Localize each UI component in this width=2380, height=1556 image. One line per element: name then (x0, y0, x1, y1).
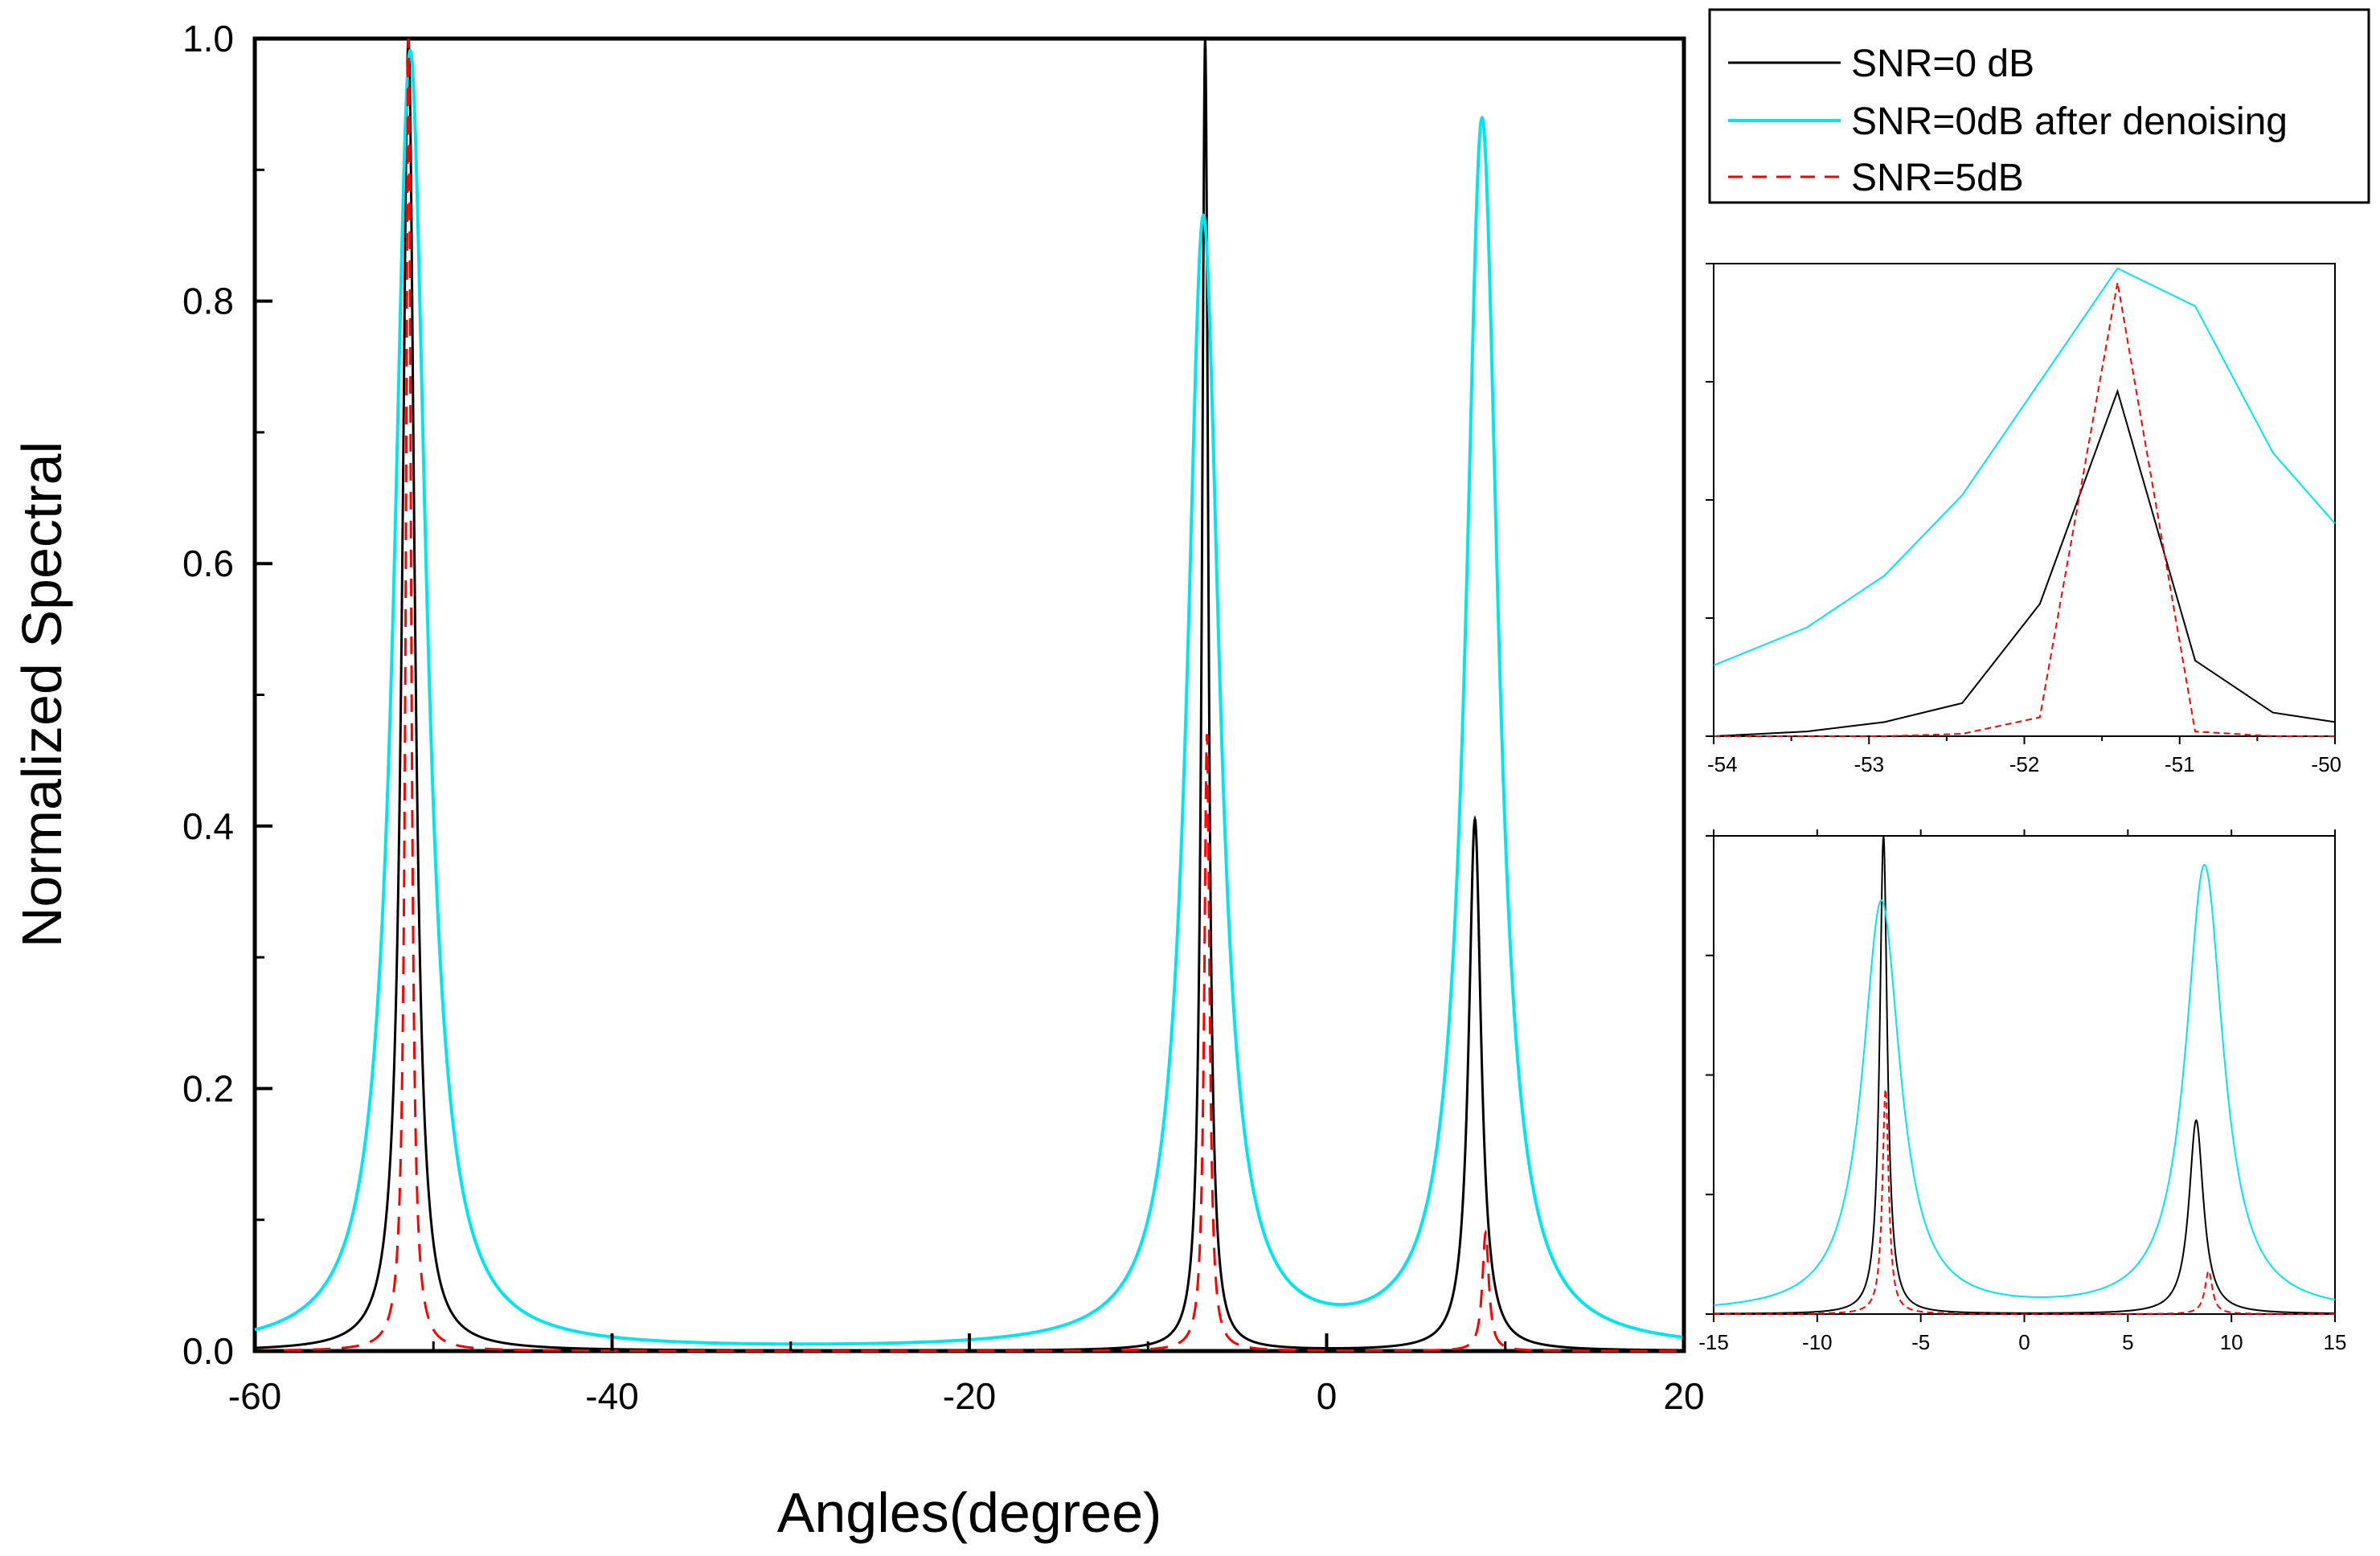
inset-top-ticks (1706, 263, 2336, 744)
inset-top-chart: -54 -53 -52 -51 -50 (1706, 263, 2341, 776)
inset-bottom-x-tick-label: -10 (1802, 1330, 1833, 1354)
inset-bottom-series-snr0 (1714, 835, 2335, 1315)
main-series-snr0 (254, 38, 1684, 1352)
inset-top-x-tick-label: -52 (2009, 752, 2040, 776)
inset-top-series-denoised (1713, 267, 2336, 666)
inset-bottom-series-denoised (1713, 863, 2336, 1306)
main-y-tick-label: 0.0 (182, 1330, 234, 1372)
inset-bottom-x-tick-label: -5 (1911, 1330, 1930, 1354)
legend-box (1708, 8, 2370, 204)
inset-bottom-frame (1713, 835, 2336, 1315)
main-x-tick-label: -60 (228, 1375, 281, 1417)
legend-label-snr5: SNR=5dB (1851, 157, 2024, 199)
main-x-tick-label: -20 (943, 1375, 996, 1417)
main-tick-labels: -60 -40 -20 0 20 0.0 0.2 0.4 0.6 0.8 1.0 (182, 18, 1705, 1417)
inset-top-x-tick-label: -51 (2165, 752, 2195, 776)
main-plot-frame (252, 36, 1686, 1353)
main-series-denoised (254, 47, 1685, 1346)
main-y-tick-label: 0.2 (182, 1067, 234, 1109)
main-y-tick-label: 0.6 (182, 543, 234, 584)
main-y-tick-label: 0.8 (182, 280, 234, 322)
inset-bottom-ticks (1706, 829, 2336, 1322)
inset-bottom-x-tick-label: -15 (1698, 1330, 1729, 1354)
inset-top-x-tick-label: -54 (1707, 752, 1738, 776)
inset-bottom-x-tick-label: 0 (2018, 1330, 2030, 1354)
main-x-tick-label: 0 (1317, 1375, 1337, 1417)
main-y-tick-label: 0.4 (182, 805, 234, 847)
main-x-axis-title: Angles(degree) (777, 1481, 1162, 1544)
legend-label-snr0: SNR=0 dB (1851, 43, 2034, 85)
inset-bottom-curves (1713, 835, 2336, 1315)
legend: SNR=0 dB SNR=0dB after denoising SNR=5dB (1708, 8, 2370, 204)
inset-top-tick-labels: -54 -53 -52 -51 -50 (1707, 752, 2341, 776)
inset-top-series-snr0 (1713, 388, 2336, 737)
inset-top-frame (1713, 263, 2336, 737)
main-chart: -60 -40 -20 0 20 0.0 0.2 0.4 0.6 0.8 1.0 Angles(de… (10, 18, 1705, 1544)
main-y-axis-title: Normalized Spectral (10, 441, 73, 948)
main-x-tick-label: -40 (585, 1375, 638, 1417)
inset-bottom-chart: -15 -10 -5 0 5 10 15 (1698, 829, 2346, 1354)
inset-bottom-series-snr5 (1714, 1089, 2335, 1315)
legend-label-denoised: SNR=0dB after denoising (1851, 100, 2288, 143)
inset-top-x-tick-label: -50 (2311, 752, 2341, 776)
inset-bottom-x-tick-label: 15 (2324, 1330, 2347, 1354)
main-series-snr5 (255, 38, 1684, 1353)
inset-top-curves (1713, 267, 2336, 737)
main-curves (254, 38, 1685, 1353)
inset-bottom-tick-labels: -15 -10 -5 0 5 10 15 (1698, 1330, 2346, 1354)
main-x-tick-label: 20 (1663, 1375, 1704, 1417)
inset-bottom-x-tick-label: 10 (2220, 1330, 2243, 1354)
inset-top-series-snr5 (1714, 282, 2335, 737)
main-y-tick-label: 1.0 (182, 18, 234, 59)
inset-top-x-tick-label: -53 (1854, 752, 1884, 776)
main-ticks (253, 37, 1686, 1353)
inset-bottom-x-tick-label: 5 (2122, 1330, 2133, 1354)
